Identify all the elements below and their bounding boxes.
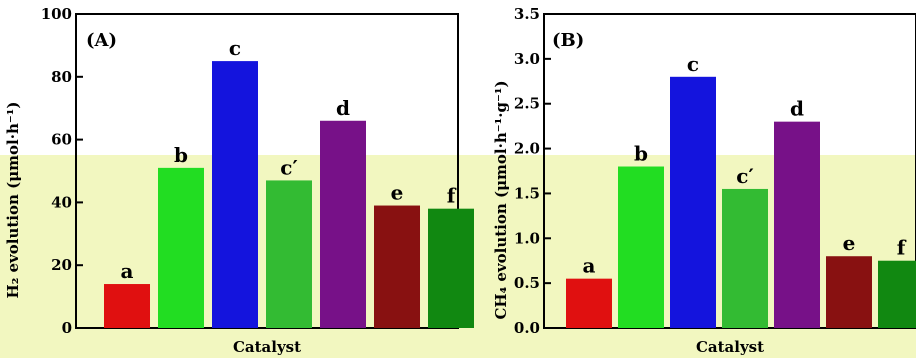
bar-label-b-5: d [790,97,804,121]
bar-a-4 [266,180,312,328]
panel-a-label: (A) [86,30,117,51]
bar-label-a-7: f [447,184,457,208]
panel-a-xlabel: Catalyst [233,338,301,356]
bar-b-5 [774,121,820,329]
bar-b-6 [826,256,872,328]
bar-a-5 [320,120,366,328]
bar-label-a-6: e [391,181,404,205]
panel-a-ylabel: H₂ evolution (μmol·h⁻¹) [4,102,22,299]
ytick-label-b-4: 2.0 [514,140,540,158]
panel-a: 0 20 40 60 80 100 a b c c′ d e f (A) Catalyst H₂ ev… [4,5,474,356]
bar-b-4 [722,188,768,328]
bar-label-b-3: c [687,52,699,76]
bar-a-6 [374,205,420,328]
panel-b-ylabel: CH₄ evolution (μmol·h⁻¹·g⁻¹) [492,80,510,319]
bar-b-7 [878,260,916,328]
ytick-label-b-5: 2.5 [514,95,540,113]
ytick-label-b-3: 1.5 [514,184,540,202]
bar-label-a-2: b [174,143,188,167]
bar-a-7 [428,208,474,328]
bar-a-3 [212,61,258,328]
ytick-label-b-2: 1.0 [514,229,540,247]
ytick-label-a-4: 80 [51,68,72,86]
bar-b-3 [670,76,716,328]
bar-label-a-1: a [121,259,134,283]
panel-b: 0.0 0.5 1.0 1.5 2.0 2.5 3.0 3.5 a b c c′ d e f (B) Ca… [492,5,916,356]
ytick-label-b-6: 3.0 [514,50,540,68]
bar-label-b-7: f [897,236,907,260]
ytick-label-a-2: 40 [51,193,72,211]
ytick-label-b-0: 0.0 [514,319,540,337]
bar-label-b-2: b [634,142,648,166]
bar-b-1 [566,278,612,328]
bar-b-2 [618,166,664,328]
bar-label-b-1: a [583,254,596,278]
ytick-label-a-3: 60 [51,131,72,149]
ytick-label-b-1: 0.5 [514,274,540,292]
bar-label-b-6: e [843,231,856,255]
bar-label-a-4: c′ [280,155,297,179]
bar-label-a-3: c [229,36,241,60]
bar-a-2 [158,167,204,328]
panel-b-label: (B) [552,30,584,51]
bar-label-b-4: c′ [736,164,753,188]
panel-b-xlabel: Catalyst [696,338,764,356]
ytick-label-a-1: 20 [51,256,72,274]
ytick-label-b-7: 3.5 [514,5,540,23]
ytick-label-a-0: 0 [62,319,72,337]
bar-a-1 [104,284,150,328]
bar-label-a-5: d [336,96,350,120]
ytick-label-a-5: 100 [41,5,72,23]
